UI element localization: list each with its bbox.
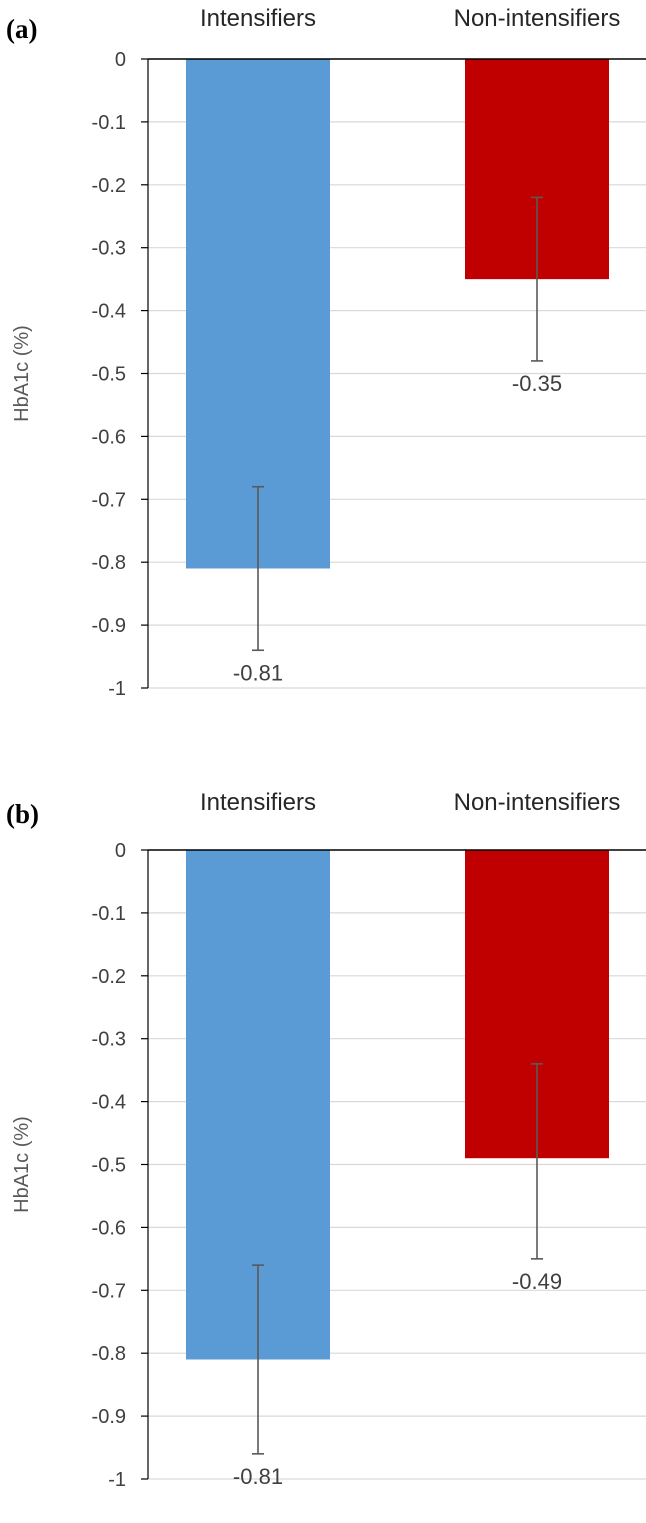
y-axis-title: HbA1c (%) [11, 1116, 33, 1213]
y-tick-label: -1 [108, 678, 126, 700]
category-label: Intensifiers [200, 789, 316, 816]
error-bar [531, 1063, 543, 1260]
y-tick-label: -0.9 [92, 615, 126, 637]
y-tick-label: -0.8 [92, 1343, 126, 1365]
data-label: -0.49 [512, 1269, 562, 1294]
category-label: Intensifiers [200, 5, 316, 32]
y-tick-label: -0.5 [92, 1155, 126, 1177]
y-tick-label: -1 [108, 1469, 126, 1491]
y-tick-label: -0.5 [92, 364, 126, 386]
chart-panel-2: 0 -0.1 -0.2 -0.3 -0.4 -0.5 -0.6 -0.7 -0.8 -0.9 -1 -… [6, 789, 646, 1491]
y-tick-label: -0.9 [92, 1406, 126, 1428]
y-tick-label: -0.2 [92, 175, 126, 197]
y-tick-label: -0.2 [92, 966, 126, 988]
y-tick-label: -0.4 [92, 301, 126, 323]
error-bar [531, 196, 543, 362]
y-tick-label: -0.3 [92, 1029, 126, 1051]
y-tick-label: -0.7 [92, 489, 126, 511]
data-label: -0.35 [512, 371, 562, 396]
y-tick-label: -0.1 [92, 112, 126, 134]
panel-label: (b) [6, 799, 39, 829]
chart-panel-1: 0 -0.1 -0.2 -0.3 -0.4 -0.5 -0.6 -0.7 -0.8 -0.9 -1 -… [6, 5, 646, 700]
error-bar [252, 485, 264, 652]
y-tick-label: 0 [115, 49, 126, 71]
y-axis-title: HbA1c (%) [11, 325, 33, 422]
y-tick-label: -0.1 [92, 903, 126, 925]
y-tick-label: -0.3 [92, 238, 126, 260]
y-tick-label: 0 [115, 840, 126, 862]
category-label: Non-intensifiers [454, 789, 621, 816]
error-bar [252, 1264, 264, 1455]
bar-intensifiers [186, 59, 330, 569]
data-label: -0.81 [233, 1464, 283, 1489]
y-tick-label: -0.4 [92, 1092, 126, 1114]
y-tick-label: -0.7 [92, 1280, 126, 1302]
data-label: -0.81 [233, 660, 283, 685]
category-label: Non-intensifiers [454, 5, 621, 32]
y-tick-label: -0.6 [92, 426, 126, 448]
panel-label: (a) [6, 14, 37, 44]
y-tick-label: -0.6 [92, 1217, 126, 1239]
y-tick-label: -0.8 [92, 552, 126, 574]
